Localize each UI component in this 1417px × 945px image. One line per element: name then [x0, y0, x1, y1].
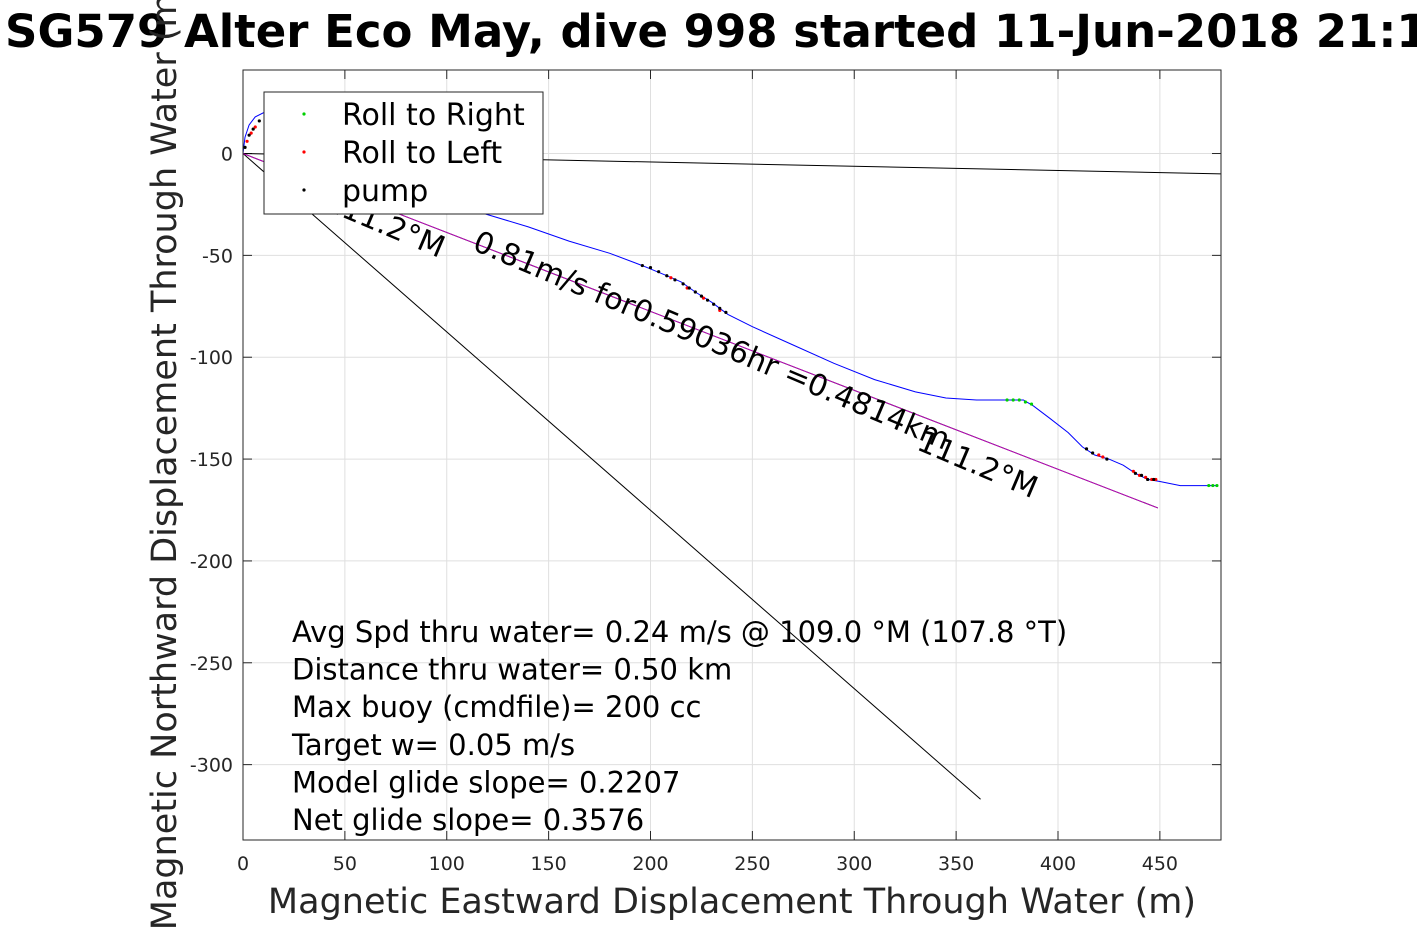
roll-left-point	[245, 139, 249, 143]
x-tick-label: 0	[237, 853, 249, 875]
pump-point	[718, 306, 722, 310]
stats-text: Avg Spd thru water= 0.24 m/s @ 109.0 °M …	[291, 615, 1067, 837]
pump-point	[648, 265, 653, 270]
marker-series	[243, 119, 1219, 488]
roll-right-point	[1211, 483, 1215, 488]
legend-label-roll-left: Roll to Left	[342, 136, 502, 171]
x-tick-label: 50	[333, 853, 357, 875]
y-tick-label: -200	[190, 551, 233, 573]
legend-label-roll-right: Roll to Right	[342, 98, 525, 133]
roll-left-point	[249, 131, 253, 135]
legend-marker-roll-left	[302, 150, 306, 154]
pump-point	[699, 294, 704, 298]
legend-box	[263, 91, 544, 215]
pump-point	[712, 302, 716, 306]
roll-right-point	[1023, 400, 1027, 404]
pump-point	[640, 263, 644, 268]
pump-point	[243, 145, 247, 150]
roll-left-point	[1101, 455, 1105, 459]
pump-point	[1146, 477, 1150, 482]
roll-left-point	[1097, 453, 1101, 457]
stat-line: Max buoy (cmdfile)= 200 cc	[292, 690, 701, 724]
legend-marker-roll-right	[302, 112, 306, 116]
pump-point	[257, 119, 261, 123]
roll-right-point	[1029, 402, 1034, 406]
roll-right-point	[1011, 398, 1015, 402]
pump-point	[251, 127, 255, 131]
tick-marks	[242, 70, 1221, 840]
y-tick-label: -50	[202, 245, 233, 267]
plot-frame	[242, 69, 1222, 841]
roll-left-point	[669, 276, 673, 280]
y-axis-label: Magnetic Northward Displacement Through …	[145, 0, 185, 930]
roll-left-point	[1144, 475, 1148, 480]
x-tick-label: 400	[1040, 853, 1076, 875]
roll-left-point	[1131, 469, 1135, 473]
y-tick-label: 0	[221, 144, 233, 166]
legend-marker-pump	[302, 188, 306, 192]
x-tick-label: 200	[632, 853, 668, 875]
legend: Roll to Right Roll to Left pump	[263, 91, 544, 215]
pump-point	[693, 290, 697, 294]
pump-point	[673, 278, 677, 282]
stat-line: Model glide slope= 0.2207	[292, 765, 680, 799]
chart-title: SG579 Alter Eco May, dive 998 started 11…	[5, 5, 1417, 58]
x-tick-label: 350	[938, 853, 974, 875]
x-tick-label: 450	[1142, 853, 1178, 875]
x-axis-label: Magnetic Eastward Displacement Through W…	[268, 882, 1196, 922]
legend-label-pump: pump	[342, 174, 428, 209]
pump-point	[247, 133, 251, 137]
roll-right-point	[1207, 483, 1211, 488]
roll-right-point	[1215, 483, 1219, 488]
stat-line: Distance thru water= 0.50 km	[292, 653, 732, 687]
y-tick-label: -150	[190, 449, 233, 471]
pump-point	[1139, 473, 1144, 477]
pump-point	[705, 298, 710, 302]
y-tick-label: -300	[190, 755, 233, 777]
pump-point	[724, 310, 728, 315]
pump-point	[1091, 451, 1095, 455]
y-tick-label: -100	[190, 347, 233, 369]
pump-point	[681, 282, 685, 286]
roll-left-point	[253, 125, 257, 129]
x-tick-label: 300	[836, 853, 872, 875]
stat-line: Target w= 0.05 m/s	[291, 728, 575, 762]
pump-point	[1133, 471, 1138, 475]
roll-right-point	[1005, 398, 1009, 402]
stat-line: Avg Spd thru water= 0.24 m/s @ 109.0 °M …	[292, 615, 1067, 649]
pump-point	[687, 286, 691, 290]
pump-point	[1105, 457, 1109, 461]
y-tick-labels: 0 -50 -100 -150 -200 -250 -300	[190, 144, 233, 777]
roll-left-point	[701, 296, 706, 300]
pump-point	[1084, 447, 1089, 451]
pump-point	[1152, 477, 1156, 482]
pump-point	[657, 270, 661, 274]
x-tick-label: 100	[429, 853, 465, 875]
roll-right-point	[1017, 398, 1021, 402]
pump-point	[665, 274, 669, 278]
stat-line: Net glide slope= 0.3576	[292, 803, 644, 837]
x-tick-labels: 0 50 100 150 200 250 300 350 400 450	[237, 853, 1178, 875]
x-tick-label: 250	[734, 853, 770, 875]
line-diagonal	[243, 153, 981, 800]
x-tick-label: 150	[530, 853, 566, 875]
y-tick-label: -250	[190, 653, 233, 675]
